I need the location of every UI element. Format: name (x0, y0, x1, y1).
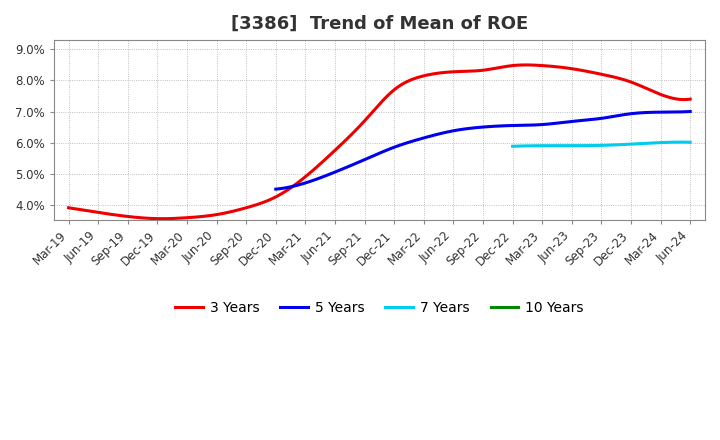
5 Years (321, 173, 330, 179)
3 Years (269, 196, 277, 201)
3 Years (518, 62, 526, 68)
3 Years (521, 62, 529, 68)
3 Years (515, 62, 523, 68)
7 Years (637, 141, 646, 146)
Title: [3386]  Trend of Mean of ROE: [3386] Trend of Mean of ROE (231, 15, 528, 33)
7 Years (508, 144, 517, 149)
5 Years (436, 131, 444, 136)
7 Years (579, 143, 588, 148)
3 Years (139, 215, 148, 220)
7 Years (566, 143, 575, 148)
5 Years (572, 118, 581, 124)
7 Years (530, 143, 539, 148)
7 Years (620, 142, 629, 147)
3 Years (312, 165, 320, 170)
3 Years (457, 69, 466, 74)
7 Years (636, 141, 645, 146)
5 Years (686, 109, 695, 114)
5 Years (532, 122, 541, 128)
7 Years (686, 139, 695, 145)
Legend: 3 Years, 5 Years, 7 Years, 10 Years: 3 Years, 5 Years, 7 Years, 10 Years (169, 296, 590, 321)
Line: 3 Years: 3 Years (68, 65, 690, 219)
Line: 7 Years: 7 Years (513, 142, 690, 147)
Line: 5 Years: 5 Years (276, 111, 690, 189)
5 Years (271, 187, 280, 192)
5 Years (570, 118, 579, 124)
3 Years (158, 216, 166, 221)
3 Years (686, 96, 695, 102)
5 Years (407, 139, 415, 144)
3 Years (64, 205, 73, 210)
7 Years (676, 139, 685, 145)
